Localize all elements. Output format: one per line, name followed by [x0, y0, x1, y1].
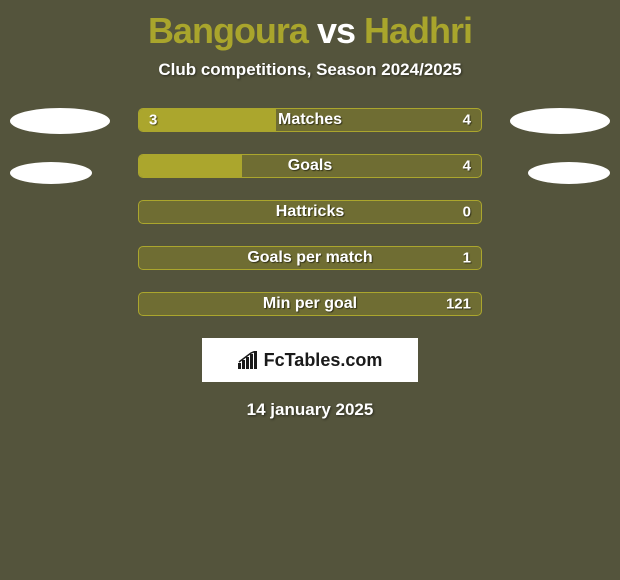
decor-left	[10, 108, 120, 198]
stat-value-right: 4	[463, 158, 471, 175]
decor-ellipse	[510, 108, 610, 134]
bar-chart-icon	[238, 351, 260, 369]
stat-fill	[139, 155, 242, 177]
logo-box: FcTables.com	[202, 338, 418, 382]
player1-name: Bangoura	[148, 10, 308, 51]
page-title: Bangoura vs Hadhri	[0, 0, 620, 52]
content: 3 Matches 4 Goals 4 Hattricks 0 Goals per match…	[0, 108, 620, 420]
vs-text: vs	[317, 10, 355, 51]
comparison-card: Bangoura vs Hadhri Club competitions, Se…	[0, 0, 620, 580]
logo-text: FcTables.com	[264, 350, 383, 371]
stat-value-right: 4	[463, 112, 471, 129]
stat-label: Min per goal	[263, 295, 357, 313]
decor-right	[500, 108, 610, 198]
subtitle: Club competitions, Season 2024/2025	[0, 60, 620, 80]
stat-row: Goals per match 1	[138, 246, 482, 270]
stat-value-right: 0	[463, 204, 471, 221]
stat-label: Hattricks	[276, 203, 344, 221]
decor-ellipse	[10, 162, 92, 184]
stat-row: Hattricks 0	[138, 200, 482, 224]
decor-ellipse	[528, 162, 610, 184]
stat-rows: 3 Matches 4 Goals 4 Hattricks 0 Goals per match…	[138, 108, 482, 316]
stat-row: Min per goal 121	[138, 292, 482, 316]
stat-label: Goals	[288, 157, 332, 175]
stat-row: Goals 4	[138, 154, 482, 178]
stat-row: 3 Matches 4	[138, 108, 482, 132]
stat-value-left: 3	[149, 112, 157, 129]
date-text: 14 january 2025	[0, 400, 620, 420]
player2-name: Hadhri	[364, 10, 472, 51]
stat-label: Matches	[278, 111, 342, 129]
stat-fill	[139, 109, 276, 131]
stat-value-right: 121	[446, 296, 471, 313]
stat-value-right: 1	[463, 250, 471, 267]
stat-label: Goals per match	[247, 249, 372, 267]
decor-ellipse	[10, 108, 110, 134]
